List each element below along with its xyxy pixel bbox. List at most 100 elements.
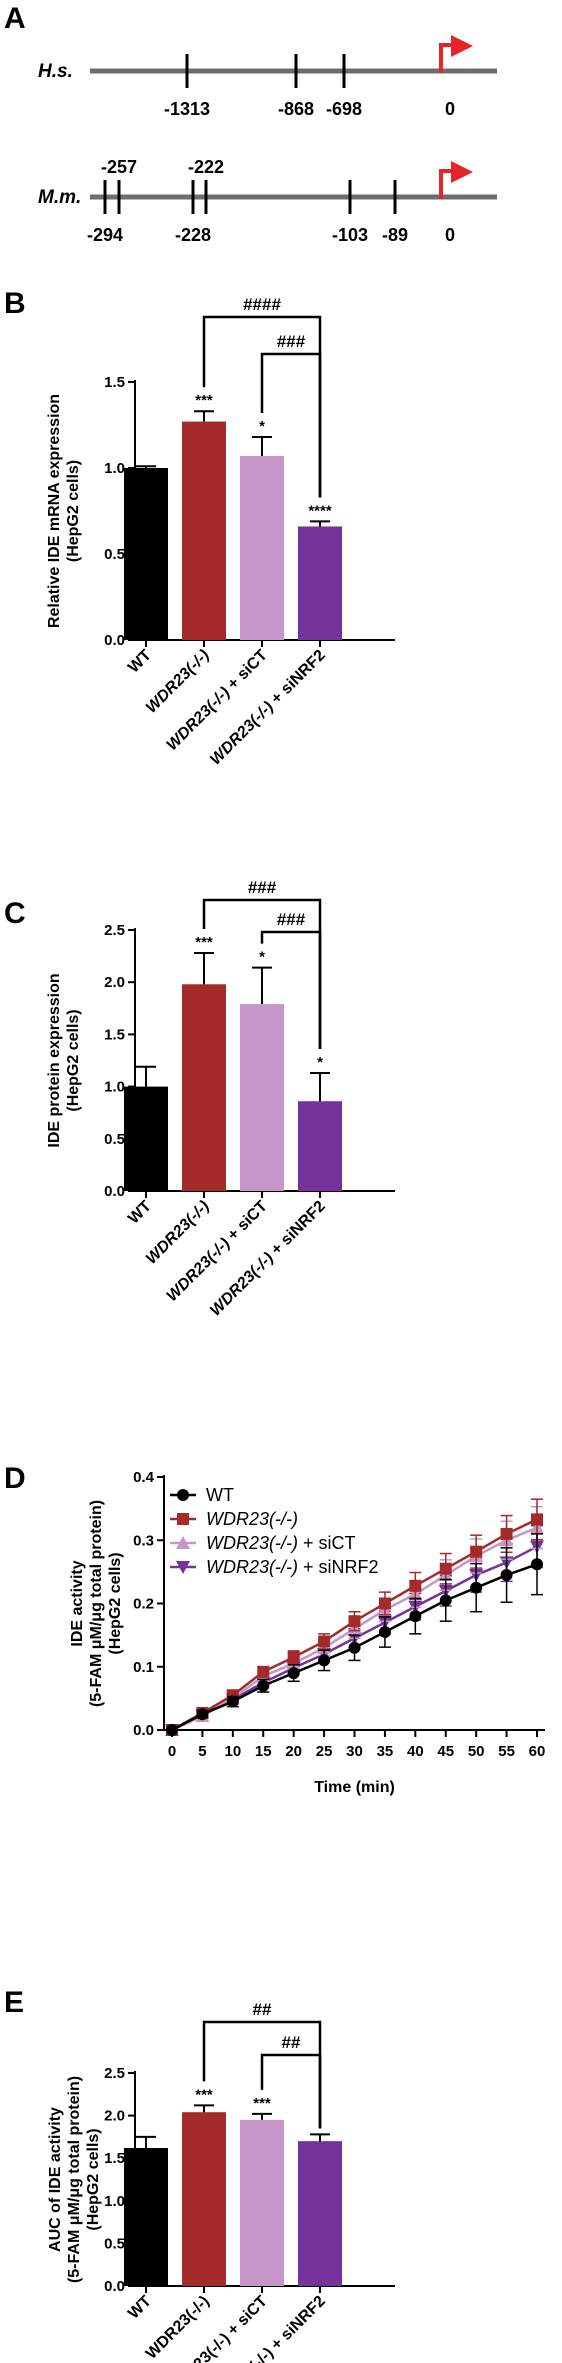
x-tick-label: 35 — [377, 1743, 394, 1760]
legend-label: WT — [206, 1485, 234, 1505]
significance-label: *** — [195, 2086, 213, 2103]
data-point — [409, 1610, 422, 1623]
y-tick-label: 0.0 — [133, 1722, 154, 1739]
x-tick-label: 50 — [468, 1743, 485, 1760]
significance-label: * — [259, 949, 265, 966]
legend-label: WDR23(-/-) + siNRF2 — [206, 1557, 379, 1577]
y-tick-label: 2.5 — [104, 922, 125, 939]
x-tick-label: 30 — [346, 1743, 363, 1760]
legend-label: WDR23(-/-) — [206, 1509, 298, 1529]
legend-label-part: + siNRF2 — [298, 1557, 379, 1577]
data-point — [500, 1527, 513, 1540]
y-tick-label: 1.5 — [104, 374, 125, 391]
mouse-site-label: -89 — [382, 225, 408, 245]
mouse-tss-label: 0 — [445, 225, 455, 245]
bar — [182, 421, 226, 640]
bar — [124, 1086, 168, 1191]
panel-d-chart: D 0.0 0.1 0.2 0.3 0.4 0 5 10 15 20 25 30 35 40 45 50 55 60… — [4, 1462, 545, 1796]
y-tick-label: 0.0 — [104, 1183, 125, 1200]
human-tss-arrow-icon — [439, 35, 473, 73]
data-point — [378, 1625, 391, 1638]
y-axis-label: AUC of IDE activity — [47, 2107, 64, 2252]
y-axis-label: (HepG2 cells) — [107, 1552, 124, 1654]
category-label: WT — [125, 647, 155, 677]
mouse-site-label: -294 — [87, 225, 123, 245]
data-point — [531, 1513, 543, 1526]
category-label: WT — [125, 1198, 155, 1228]
y-axis-label: (5-FAM μM/μg total protein) — [66, 2076, 83, 2283]
data-point — [348, 1615, 361, 1628]
y-axis-label: (HepG2 cells) — [65, 1009, 82, 1111]
data-point — [257, 1665, 270, 1678]
y-tick-label: 0.4 — [133, 1469, 155, 1486]
panel-a: A H.s. -1313 -868 -698 0 M.m. -294 -257 -228… — [4, 2, 497, 245]
bracket-label: #### — [243, 295, 281, 314]
y-tick-label: 0.5 — [104, 1131, 125, 1148]
panel-b-chart: B 0.0 0.5 1.0 1.5 Relative IDE mRNA expressio… — [4, 287, 395, 769]
significance-label: * — [259, 418, 265, 435]
significance-label: *** — [195, 934, 213, 951]
x-tick-label: 45 — [437, 1743, 454, 1760]
y-tick-label: 2.0 — [104, 2108, 125, 2125]
x-axis-label: Time (min) — [314, 1779, 395, 1796]
data-point — [166, 1724, 178, 1736]
data-point — [226, 1695, 239, 1708]
y-tick-label: 2.5 — [104, 2065, 125, 2082]
bar — [240, 455, 284, 640]
category-label-part: + siCT — [221, 1198, 271, 1248]
comparison-bracket — [260, 352, 322, 498]
y-tick-label: 0.0 — [104, 632, 125, 649]
category-label: WDR23(-/-) + siNRF2 — [207, 647, 329, 769]
x-tick-label: 25 — [316, 1743, 333, 1760]
category-label-part: + siCT — [221, 647, 271, 697]
x-tick-label: 60 — [529, 1743, 546, 1760]
panel-c-chart: C 0.0 0.5 1.0 1.5 2.0 2.5 IDE protein expressio… — [4, 878, 395, 1320]
data-point — [500, 1569, 513, 1582]
legend-label: WDR23(-/-) + siCT — [206, 1533, 356, 1553]
x-tick-label: 5 — [198, 1743, 206, 1760]
human-species-label: H.s. — [38, 61, 73, 82]
legend-marker — [176, 1536, 190, 1549]
category-label-part: WT — [125, 647, 155, 677]
y-tick-label: 2.0 — [104, 974, 125, 991]
legend-marker — [176, 1561, 190, 1574]
bracket-label: ### — [277, 332, 306, 351]
bracket-label: ## — [253, 2000, 272, 2019]
data-point — [287, 1667, 300, 1680]
bar — [124, 2147, 168, 2286]
data-point — [409, 1579, 422, 1592]
mouse-site-label: -222 — [188, 157, 224, 177]
data-point — [470, 1545, 483, 1558]
x-tick-label: 10 — [224, 1743, 241, 1760]
data-point — [439, 1594, 452, 1607]
data-point — [287, 1651, 300, 1664]
data-point — [378, 1597, 391, 1610]
category-label: WT — [125, 2293, 155, 2323]
x-tick-label: 20 — [285, 1743, 302, 1760]
bracket-label: ## — [282, 2033, 301, 2052]
bar — [298, 2141, 342, 2286]
significance-label: * — [317, 1054, 323, 1071]
legend-marker — [177, 1489, 189, 1501]
data-point — [257, 1679, 270, 1692]
y-tick-label: 0.5 — [104, 546, 125, 563]
comparison-bracket — [260, 930, 322, 1050]
mouse-site-label: -228 — [175, 225, 211, 245]
y-axis-label: (HepG2 cells) — [65, 460, 82, 562]
mouse-binding-sites: -294 -257 -228 -222 -103 -89 — [87, 157, 408, 245]
mouse-site-label: -103 — [332, 225, 368, 245]
significance-label: *** — [253, 2095, 271, 2112]
category-label-part: + siNRF2 — [265, 1198, 329, 1262]
human-site-label: -1313 — [164, 99, 210, 119]
legend-label-part: + siCT — [298, 1533, 356, 1553]
data-point — [318, 1654, 331, 1667]
y-tick-label: 0.1 — [133, 1659, 154, 1676]
bar — [298, 1101, 342, 1191]
comparison-bracket — [260, 2053, 322, 2129]
bracket-label: ### — [248, 878, 277, 897]
bar — [298, 526, 342, 640]
bracket-label: ### — [277, 910, 306, 929]
y-tick-label: 1.0 — [104, 1079, 125, 1096]
legend-label-part: WDR23(-/-) — [206, 1557, 298, 1577]
